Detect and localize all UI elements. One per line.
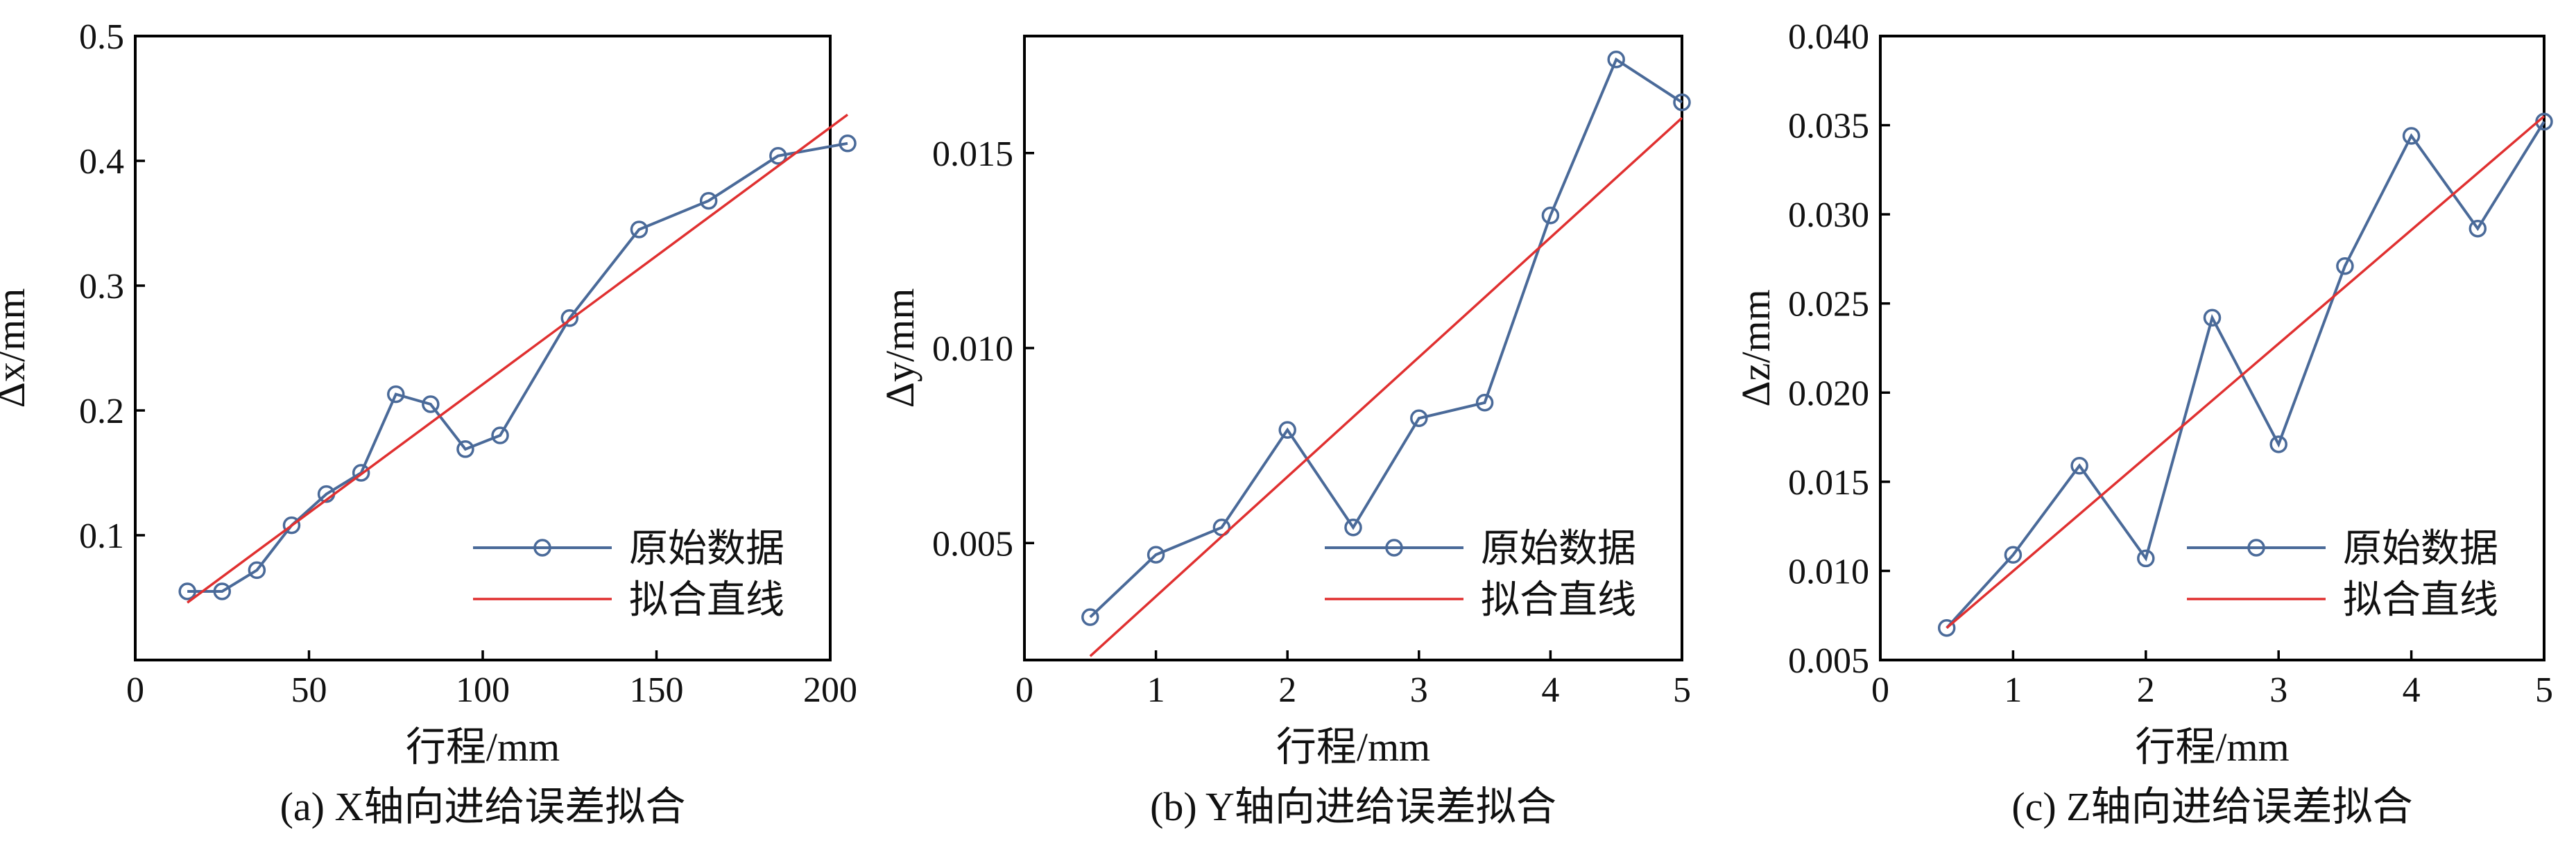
y-tick-label: 0.010 — [1788, 552, 1869, 591]
x-tick-label: 3 — [2269, 670, 2287, 710]
raw-data-point — [1344, 519, 1362, 537]
raw-data-point — [2004, 546, 2023, 564]
raw-data-point — [1541, 207, 1560, 225]
x-tick-label: 5 — [1673, 670, 1691, 710]
y-tick-label: 0.010 — [932, 329, 1013, 369]
chart-panel-2: 0 1 2 3 4 5 0.005 0.010 0.015 行程/mm Δy/mm (b) Y轴向进给… — [877, 35, 1691, 829]
y-tick-label: 0.4 — [79, 142, 124, 182]
legend-raw-marker — [2247, 539, 2265, 557]
legend-raw-marker — [533, 539, 551, 557]
raw-data-point — [178, 582, 196, 600]
y-axis-label: Δx/mm — [0, 288, 33, 408]
y-tick-label: 0.005 — [932, 524, 1013, 564]
y-axis-label: Δy/mm — [877, 288, 922, 408]
legend-fit-label: 拟合直线 — [2343, 578, 2498, 623]
x-tick-label: 0 — [1871, 670, 1889, 710]
y-tick-label: 0.030 — [1788, 196, 1869, 235]
legend-raw-label: 原始数据 — [629, 526, 784, 571]
raw-data-line — [1946, 121, 2545, 630]
raw-data-point — [282, 516, 301, 535]
x-tick-label: 5 — [2535, 670, 2553, 710]
x-axis-label: 行程/mm — [2135, 725, 2289, 770]
x-tick-label: 2 — [1278, 670, 1296, 710]
x-tick-label: 150 — [630, 670, 684, 710]
y-tick-label: 0.2 — [79, 392, 124, 431]
raw-data-point — [2070, 456, 2088, 475]
raw-data-point — [769, 147, 787, 165]
y-tick-label: 0.1 — [79, 517, 124, 556]
raw-data-point — [630, 220, 649, 238]
raw-data-point — [1147, 546, 1165, 564]
raw-data-point — [1410, 409, 1428, 427]
raw-data-point — [2468, 219, 2487, 238]
x-tick-label: 1 — [2004, 670, 2022, 710]
x-tick-label: 50 — [291, 670, 327, 710]
raw-data-point — [2402, 127, 2421, 145]
raw-data-point — [2203, 309, 2222, 327]
legend-fit-label: 拟合直线 — [1481, 578, 1636, 623]
raw-data-point — [839, 135, 857, 153]
y-tick-label: 0.015 — [932, 135, 1013, 174]
raw-data-line — [187, 141, 848, 593]
chart-panel-3: 0 1 2 3 4 5 0.005 0.010 0.015 0.020 0.025 0.030 0.03… — [1733, 17, 2553, 829]
y-tick-label: 0.5 — [79, 17, 124, 57]
raw-data-point — [456, 440, 474, 458]
raw-data-point — [213, 582, 231, 600]
raw-data-point — [2336, 257, 2354, 275]
x-tick-label: 4 — [1541, 670, 1559, 710]
raw-data-point — [1607, 51, 1625, 69]
raw-data-point — [387, 385, 405, 404]
y-tick-label: 0.015 — [1788, 463, 1869, 503]
raw-data-point — [1081, 608, 1099, 626]
x-axis-label: 行程/mm — [1276, 725, 1430, 770]
legend-raw-label: 原始数据 — [1481, 526, 1636, 571]
raw-data-point — [2269, 435, 2287, 453]
x-tick-label: 2 — [2137, 670, 2155, 710]
raw-data-point — [1475, 394, 1494, 412]
legend-raw-marker — [1385, 539, 1403, 557]
raw-data-point — [2137, 549, 2155, 568]
legend-fit-label: 拟合直线 — [629, 578, 784, 623]
x-tick-label: 0 — [1015, 670, 1033, 710]
chart-panel-1: 0 50 100 150 200 0.1 0.2 0.3 0.4 0.5 行程/mm Δx/mm (a)… — [0, 17, 857, 829]
raw-data-point — [1937, 618, 1956, 637]
y-tick-label: 0.040 — [1788, 17, 1869, 57]
legend-raw-label: 原始数据 — [2343, 526, 2498, 571]
plot-frame — [1879, 35, 2545, 661]
raw-data-point — [1673, 93, 1691, 112]
raw-data-point — [248, 561, 266, 580]
x-tick-label: 4 — [2403, 670, 2421, 710]
y-tick-label: 0.005 — [1788, 641, 1869, 681]
x-tick-label: 200 — [803, 670, 857, 710]
chart-caption: (a) X轴向进给误差拟合 — [280, 784, 686, 829]
raw-data-point — [699, 191, 718, 210]
y-tick-label: 0.025 — [1788, 285, 1869, 324]
raw-data-line — [1089, 57, 1683, 618]
raw-data-point — [352, 464, 370, 482]
y-axis-label: Δz/mm — [1733, 289, 1778, 406]
y-tick-label: 0.3 — [79, 267, 124, 306]
fit-line — [187, 113, 849, 604]
raw-data-point — [491, 426, 509, 444]
raw-data-point — [1278, 421, 1296, 439]
chart-caption: (b) Y轴向进给误差拟合 — [1150, 784, 1556, 829]
raw-data-point — [422, 395, 440, 413]
x-tick-label: 0 — [126, 670, 144, 710]
y-tick-label: 0.020 — [1788, 374, 1869, 413]
x-tick-label: 100 — [456, 670, 510, 710]
chart-caption: (c) Z轴向进给误差拟合 — [2011, 784, 2412, 829]
y-tick-label: 0.035 — [1788, 107, 1869, 146]
fit-line — [1946, 115, 2545, 630]
x-tick-label: 1 — [1147, 670, 1165, 710]
x-tick-label: 3 — [1410, 670, 1428, 710]
x-axis-label: 行程/mm — [406, 725, 560, 770]
fit-line — [1089, 116, 1683, 657]
raw-data-point — [560, 309, 578, 327]
